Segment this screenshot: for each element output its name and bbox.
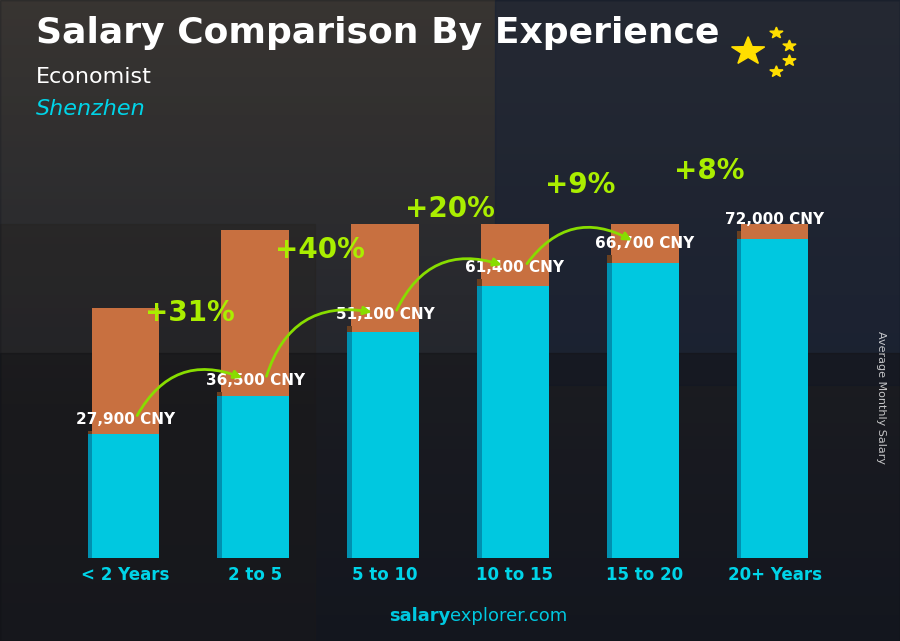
Bar	[482, 7, 549, 286]
Bar	[351, 326, 418, 558]
Text: +20%: +20%	[405, 196, 495, 224]
Bar	[737, 231, 742, 558]
Bar	[347, 326, 352, 558]
Text: 36,500 CNY: 36,500 CNY	[206, 373, 305, 388]
Text: 72,000 CNY: 72,000 CNY	[725, 212, 824, 227]
Polygon shape	[732, 37, 765, 63]
Text: 61,400 CNY: 61,400 CNY	[465, 260, 564, 275]
Polygon shape	[495, 0, 900, 385]
Bar	[221, 231, 289, 396]
Bar	[347, 326, 352, 331]
Text: Salary Comparison By Experience: Salary Comparison By Experience	[36, 16, 719, 50]
Text: 66,700 CNY: 66,700 CNY	[595, 236, 695, 251]
Bar	[741, 231, 808, 558]
Text: 27,900 CNY: 27,900 CNY	[76, 412, 175, 427]
Bar	[477, 279, 482, 558]
Text: +31%: +31%	[146, 299, 235, 327]
Bar	[87, 431, 93, 558]
Text: Shenzhen: Shenzhen	[36, 99, 146, 119]
Text: +8%: +8%	[674, 157, 745, 185]
Bar	[351, 99, 418, 331]
Bar	[611, 255, 679, 558]
Bar	[737, 231, 742, 239]
Text: salary: salary	[389, 607, 450, 625]
Bar	[92, 431, 159, 558]
Bar	[482, 279, 549, 558]
Text: +40%: +40%	[275, 236, 365, 263]
Polygon shape	[770, 27, 783, 38]
Polygon shape	[770, 66, 783, 76]
Text: Average Monthly Salary: Average Monthly Salary	[877, 331, 886, 464]
Text: explorer.com: explorer.com	[450, 607, 567, 625]
Bar	[607, 255, 612, 263]
Bar	[218, 392, 222, 396]
Polygon shape	[783, 54, 796, 65]
Bar	[611, 0, 679, 263]
Bar	[92, 308, 159, 434]
Polygon shape	[783, 40, 796, 51]
Text: 51,100 CNY: 51,100 CNY	[336, 307, 435, 322]
Bar	[0, 353, 900, 641]
Bar	[87, 431, 93, 434]
Text: +9%: +9%	[544, 171, 615, 199]
Bar	[218, 392, 222, 558]
Bar	[741, 0, 808, 239]
Bar	[221, 392, 289, 558]
Text: Economist: Economist	[36, 67, 152, 87]
Polygon shape	[0, 224, 315, 641]
Bar	[477, 279, 482, 286]
Bar	[607, 255, 612, 558]
